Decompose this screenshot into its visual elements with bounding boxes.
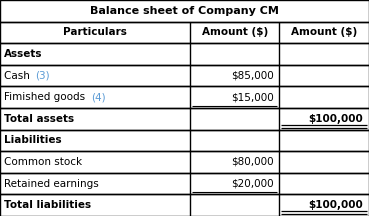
Bar <box>0 22 369 43</box>
Text: $85,000: $85,000 <box>231 71 274 81</box>
Text: Amount ($): Amount ($) <box>291 27 357 37</box>
Text: Retained earnings: Retained earnings <box>4 179 99 189</box>
Bar <box>0 194 369 216</box>
Text: $100,000: $100,000 <box>309 114 363 124</box>
Text: Total liabilities: Total liabilities <box>4 200 92 210</box>
Text: Fimished goods: Fimished goods <box>4 92 89 102</box>
Bar <box>0 0 369 22</box>
Text: $15,000: $15,000 <box>231 92 274 102</box>
Text: Balance sheet of Company CM: Balance sheet of Company CM <box>90 6 279 16</box>
Text: Amount ($): Amount ($) <box>201 27 268 37</box>
Text: $20,000: $20,000 <box>231 179 274 189</box>
Bar <box>0 108 369 130</box>
Bar <box>0 65 369 86</box>
Bar <box>0 43 369 65</box>
Text: Assets: Assets <box>4 49 43 59</box>
Text: $80,000: $80,000 <box>231 157 274 167</box>
Text: Liabilities: Liabilities <box>4 135 62 145</box>
Bar <box>0 86 369 108</box>
Bar <box>0 173 369 194</box>
Text: $100,000: $100,000 <box>309 200 363 210</box>
Text: Cash: Cash <box>4 71 34 81</box>
Text: Common stock: Common stock <box>4 157 83 167</box>
Bar <box>0 151 369 173</box>
Text: Total assets: Total assets <box>4 114 75 124</box>
Text: Particulars: Particulars <box>63 27 127 37</box>
Bar <box>0 130 369 151</box>
Text: (3): (3) <box>35 71 50 81</box>
Text: (4): (4) <box>91 92 105 102</box>
